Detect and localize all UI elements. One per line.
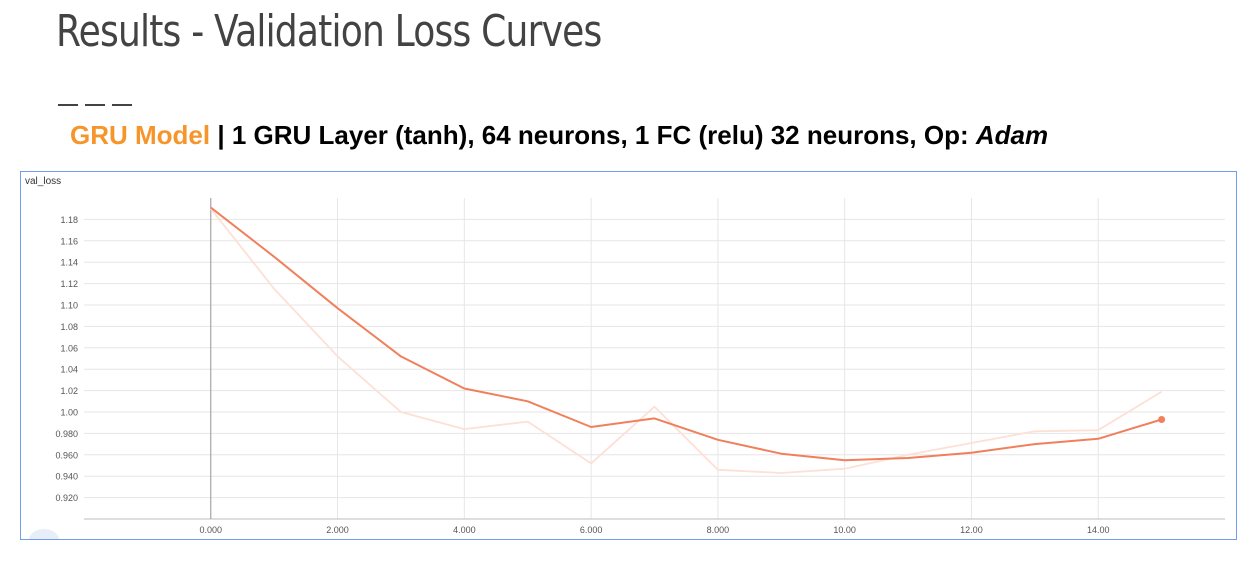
slide-title: Results - Validation Loss Curves bbox=[56, 6, 602, 57]
y-tick-label: 1.16 bbox=[60, 236, 78, 246]
x-tick-label: 10.00 bbox=[833, 525, 856, 535]
series-end-marker bbox=[1158, 415, 1166, 423]
y-tick-label: 1.10 bbox=[60, 301, 78, 311]
corner-decoration bbox=[29, 529, 59, 539]
y-tick-label: 1.14 bbox=[60, 258, 78, 268]
x-tick-label: 14.00 bbox=[1087, 525, 1110, 535]
y-tick-label: 1.18 bbox=[60, 215, 78, 225]
y-tick-label: 1.00 bbox=[60, 408, 78, 418]
y-tick-label: 0.920 bbox=[55, 493, 78, 503]
x-tick-label: 4.000 bbox=[453, 525, 476, 535]
raw-series-line bbox=[210, 208, 1163, 474]
y-tick-label: 0.960 bbox=[55, 450, 78, 460]
title-underline bbox=[58, 104, 132, 106]
grid bbox=[84, 198, 1225, 519]
val-loss-chart: 1.18 1.16 1.14 1.12 1.10 1.08 1.06 1.04 1.02 1.00… bbox=[55, 198, 1225, 535]
y-tick-label: 1.04 bbox=[60, 365, 78, 375]
y-tick-label: 0.940 bbox=[55, 472, 78, 482]
x-tick-label: 12.00 bbox=[960, 525, 983, 535]
subtitle-model-name: GRU Model bbox=[70, 120, 211, 150]
y-tick-label: 0.980 bbox=[55, 429, 78, 439]
y-tick-label: 1.06 bbox=[60, 343, 78, 353]
x-tick-label: 8.000 bbox=[707, 525, 730, 535]
chart-subtitle: GRU Model | 1 GRU Layer (tanh), 64 neuro… bbox=[70, 120, 1048, 151]
x-tick-label: 0.000 bbox=[200, 525, 223, 535]
smoothed-series-line bbox=[210, 206, 1162, 462]
y-tick-label: 1.12 bbox=[60, 279, 78, 289]
subtitle-optimizer: Adam bbox=[975, 120, 1049, 150]
x-tick-label: 2.000 bbox=[326, 525, 349, 535]
y-tick-label: 1.08 bbox=[60, 322, 78, 332]
chart-panel: val_loss 1.18 1.16 1.14 1.12 1.10 1.08 1.06 1.0… bbox=[20, 171, 1237, 540]
subtitle-description: | 1 GRU Layer (tanh), 64 neurons, 1 FC (… bbox=[210, 120, 976, 150]
chart-title: val_loss bbox=[25, 176, 62, 187]
x-tick-label: 6.000 bbox=[580, 525, 603, 535]
y-tick-label: 1.02 bbox=[60, 386, 78, 396]
